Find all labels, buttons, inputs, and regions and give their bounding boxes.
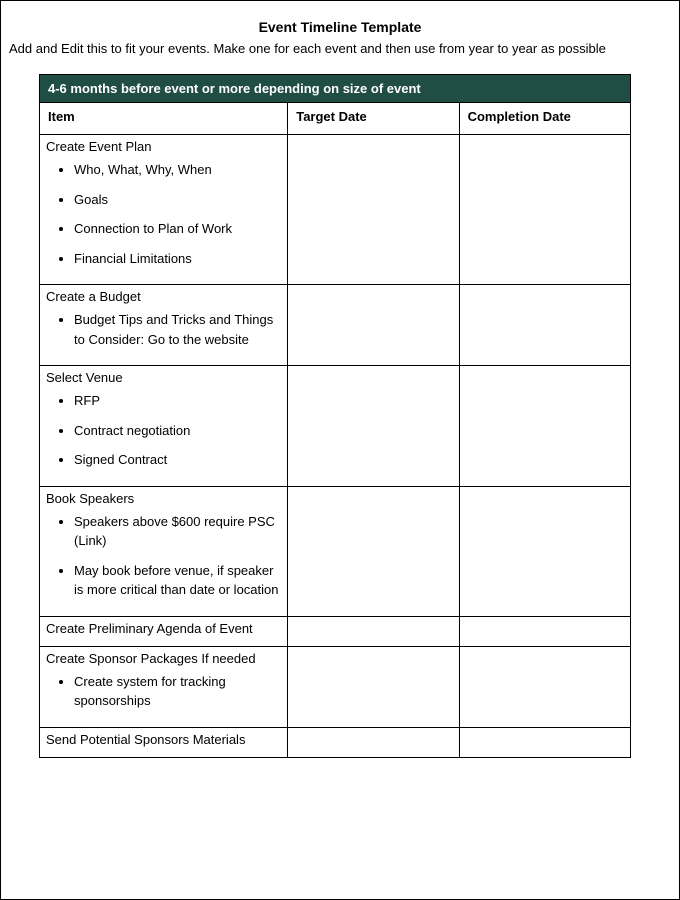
target-date-cell (288, 285, 459, 366)
item-bullet-list: RFP Contract negotiation Signed Contract (46, 391, 281, 470)
list-item: Goals (74, 190, 281, 210)
completion-date-cell (459, 366, 630, 487)
item-bullet-list: Who, What, Why, When Goals Connection to P… (46, 160, 281, 268)
column-header-2: Completion Date (459, 103, 630, 135)
list-item: Contract negotiation (74, 421, 281, 441)
item-cell: Send Potential Sponsors Materials (40, 727, 288, 757)
item-cell: Create Sponsor Packages If needed Create … (40, 646, 288, 727)
item-label: Create Event Plan (46, 139, 281, 154)
list-item: RFP (74, 391, 281, 411)
item-label: Create Sponsor Packages If needed (46, 651, 281, 666)
column-header-1: Target Date (288, 103, 459, 135)
completion-date-cell (459, 646, 630, 727)
completion-date-cell (459, 727, 630, 757)
list-item: Speakers above $600 require PSC (Link) (74, 512, 281, 551)
item-label: Create a Budget (46, 289, 281, 304)
completion-date-cell (459, 486, 630, 616)
completion-date-cell (459, 616, 630, 646)
list-item: Who, What, Why, When (74, 160, 281, 180)
section-header-cell: 4-6 months before event or more dependin… (40, 75, 631, 103)
column-header-row: ItemTarget DateCompletion Date (40, 103, 631, 135)
item-bullet-list: Create system for tracking sponsorships (46, 672, 281, 711)
section-header-row: 4-6 months before event or more dependin… (40, 75, 631, 103)
target-date-cell (288, 646, 459, 727)
table-row: Create Event Plan Who, What, Why, When Goa… (40, 135, 631, 285)
page-title: Event Timeline Template (9, 19, 671, 35)
item-bullet-list: Budget Tips and Tricks and Things to Con… (46, 310, 281, 349)
list-item: Create system for tracking sponsorships (74, 672, 281, 711)
target-date-cell (288, 727, 459, 757)
list-item: Financial Limitations (74, 249, 281, 269)
list-item: Connection to Plan of Work (74, 219, 281, 239)
list-item: Signed Contract (74, 450, 281, 470)
page-subtitle: Add and Edit this to fit your events. Ma… (9, 41, 671, 56)
column-header-0: Item (40, 103, 288, 135)
target-date-cell (288, 616, 459, 646)
target-date-cell (288, 366, 459, 487)
completion-date-cell (459, 285, 630, 366)
page-container: Event Timeline Template Add and Edit thi… (0, 0, 680, 900)
table-row: Select Venue RFP Contract negotiation Signe… (40, 366, 631, 487)
table-row: Send Potential Sponsors Materials (40, 727, 631, 757)
item-cell: Create a Budget Budget Tips and Tricks an… (40, 285, 288, 366)
list-item: Budget Tips and Tricks and Things to Con… (74, 310, 281, 349)
item-label: Book Speakers (46, 491, 281, 506)
table-row: Create Sponsor Packages If needed Create … (40, 646, 631, 727)
item-label: Select Venue (46, 370, 281, 385)
table-row: Create Preliminary Agenda of Event (40, 616, 631, 646)
completion-date-cell (459, 135, 630, 285)
table-row: Create a Budget Budget Tips and Tricks an… (40, 285, 631, 366)
item-bullet-list: Speakers above $600 require PSC (Link) Ma… (46, 512, 281, 600)
target-date-cell (288, 135, 459, 285)
item-cell: Create Preliminary Agenda of Event (40, 616, 288, 646)
item-label: Send Potential Sponsors Materials (46, 732, 281, 747)
timeline-table: 4-6 months before event or more dependin… (39, 74, 631, 758)
table-wrapper: 4-6 months before event or more dependin… (9, 74, 671, 758)
item-cell: Book Speakers Speakers above $600 require… (40, 486, 288, 616)
item-label: Create Preliminary Agenda of Event (46, 621, 281, 636)
target-date-cell (288, 486, 459, 616)
item-cell: Create Event Plan Who, What, Why, When Goa… (40, 135, 288, 285)
table-row: Book Speakers Speakers above $600 require… (40, 486, 631, 616)
item-cell: Select Venue RFP Contract negotiation Signe… (40, 366, 288, 487)
list-item: May book before venue, if speaker is mor… (74, 561, 281, 600)
